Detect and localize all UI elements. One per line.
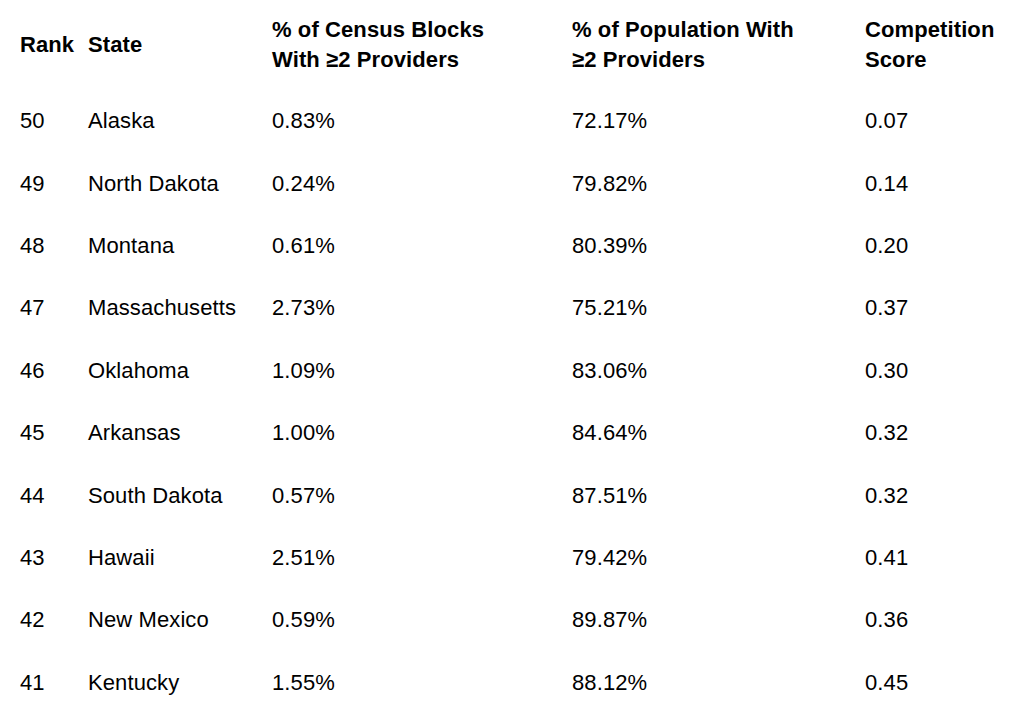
competition-score-cell: 0.41 [865,545,1020,571]
rank-cell: 49 [20,171,88,197]
table-row: 42 New Mexico 0.59% 89.87% 0.36 [20,589,1020,651]
table-header-row: Rank State % of Census Blocks With ≥2 Pr… [20,0,1020,90]
census-blocks-cell: 0.83% [272,108,572,134]
state-cell: Kentucky [88,670,272,696]
rank-cell: 47 [20,295,88,321]
competition-score-cell: 0.36 [865,607,1020,633]
population-cell: 75.21% [572,295,865,321]
state-cell: Massachusetts [88,295,272,321]
table-row: 44 South Dakota 0.57% 87.51% 0.32 [20,464,1020,526]
rank-cell: 48 [20,233,88,259]
census-blocks-cell: 1.09% [272,358,572,384]
column-header-population: % of Population With ≥2 Providers [572,15,865,75]
population-cell: 79.82% [572,171,865,197]
census-blocks-cell: 0.24% [272,171,572,197]
competition-score-cell: 0.07 [865,108,1020,134]
table-row: 48 Montana 0.61% 80.39% 0.20 [20,215,1020,277]
competition-score-cell: 0.20 [865,233,1020,259]
rank-cell: 46 [20,358,88,384]
rank-cell: 42 [20,607,88,633]
population-cell: 83.06% [572,358,865,384]
census-blocks-cell: 2.73% [272,295,572,321]
population-cell: 79.42% [572,545,865,571]
rank-cell: 43 [20,545,88,571]
table-row: 46 Oklahoma 1.09% 83.06% 0.30 [20,340,1020,402]
state-cell: Montana [88,233,272,259]
table-row: 41 Kentucky 1.55% 88.12% 0.45 [20,652,1020,714]
state-cell: Oklahoma [88,358,272,384]
population-cell: 72.17% [572,108,865,134]
state-cell: North Dakota [88,171,272,197]
rank-cell: 44 [20,483,88,509]
state-cell: Arkansas [88,420,272,446]
population-cell: 84.64% [572,420,865,446]
competition-score-cell: 0.32 [865,483,1020,509]
rank-cell: 45 [20,420,88,446]
census-blocks-cell: 1.55% [272,670,572,696]
table-row: 47 Massachusetts 2.73% 75.21% 0.37 [20,277,1020,339]
table-row: 50 Alaska 0.83% 72.17% 0.07 [20,90,1020,152]
population-cell: 88.12% [572,670,865,696]
column-header-census-blocks: % of Census Blocks With ≥2 Providers [272,15,572,75]
population-cell: 89.87% [572,607,865,633]
competition-score-cell: 0.14 [865,171,1020,197]
column-header-competition: Competition Score [865,15,1020,75]
state-cell: Alaska [88,108,272,134]
column-header-rank: Rank [20,30,88,60]
table-row: 49 North Dakota 0.24% 79.82% 0.14 [20,152,1020,214]
competition-score-cell: 0.37 [865,295,1020,321]
competition-score-cell: 0.32 [865,420,1020,446]
state-cell: Hawaii [88,545,272,571]
table-body: 50 Alaska 0.83% 72.17% 0.07 49 North Dak… [20,90,1020,714]
census-blocks-cell: 2.51% [272,545,572,571]
population-cell: 87.51% [572,483,865,509]
state-competition-table: Rank State % of Census Blocks With ≥2 Pr… [0,0,1024,714]
state-cell: South Dakota [88,483,272,509]
rank-cell: 50 [20,108,88,134]
rank-cell: 41 [20,670,88,696]
census-blocks-cell: 0.57% [272,483,572,509]
census-blocks-cell: 0.59% [272,607,572,633]
state-cell: New Mexico [88,607,272,633]
table-row: 45 Arkansas 1.00% 84.64% 0.32 [20,402,1020,464]
competition-score-cell: 0.45 [865,670,1020,696]
column-header-state: State [88,30,272,60]
population-cell: 80.39% [572,233,865,259]
census-blocks-cell: 0.61% [272,233,572,259]
census-blocks-cell: 1.00% [272,420,572,446]
table-row: 43 Hawaii 2.51% 79.42% 0.41 [20,527,1020,589]
competition-score-cell: 0.30 [865,358,1020,384]
